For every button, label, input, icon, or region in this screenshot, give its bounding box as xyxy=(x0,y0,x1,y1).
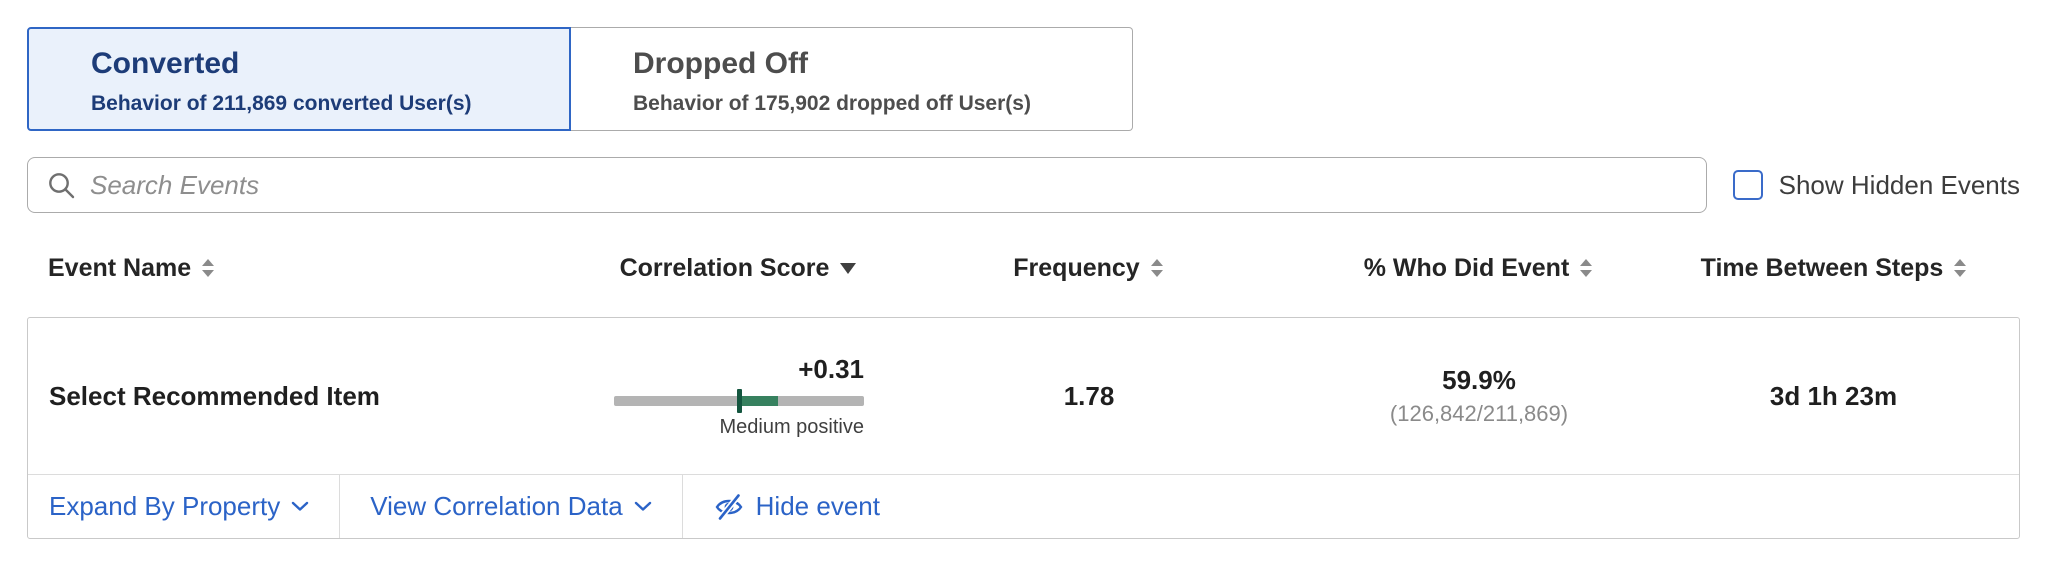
header-time-between-steps[interactable]: Time Between Steps xyxy=(1668,250,1999,286)
search-icon xyxy=(49,173,75,199)
eye-off-icon xyxy=(715,493,743,520)
time-between-steps-cell: 3d 1h 23m xyxy=(1669,318,1998,474)
show-hidden-label: Show Hidden Events xyxy=(1778,169,2020,200)
chevron-down-icon xyxy=(292,501,309,511)
expand-by-property-button[interactable]: Expand By Property xyxy=(28,475,339,538)
tab-dropped-off[interactable]: Dropped Off Behavior of 175,902 dropped … xyxy=(571,27,1133,131)
sort-icon[interactable] xyxy=(1954,259,1967,277)
header-event-name-label: Event Name xyxy=(48,253,192,282)
search-events-box xyxy=(27,157,1707,213)
event-row-card: Select Recommended Item +0.31 Medium pos… xyxy=(27,317,2020,539)
expand-by-property-label: Expand By Property xyxy=(49,491,281,521)
header-frequency-label: Frequency xyxy=(1013,253,1140,282)
correlation-fill xyxy=(739,395,778,406)
header-time-between-steps-label: Time Between Steps xyxy=(1700,253,1944,282)
pct-who-did-value: 59.9% xyxy=(1442,365,1516,395)
chevron-down-icon xyxy=(634,501,651,511)
table-header-row: Event Name Correlation Score Frequency %… xyxy=(27,250,2020,286)
sort-desc-icon[interactable] xyxy=(840,262,857,274)
table-row: Select Recommended Item +0.31 Medium pos… xyxy=(28,318,2019,474)
correlation-gauge: +0.31 Medium positive xyxy=(614,354,864,439)
correlation-tick xyxy=(737,388,742,413)
correlation-score-cell: +0.31 Medium positive xyxy=(589,318,889,474)
header-pct-who-did-event-label: % Who Did Event xyxy=(1363,253,1570,282)
show-hidden-checkbox[interactable] xyxy=(1732,170,1763,200)
sort-icon[interactable] xyxy=(1580,259,1593,277)
pct-who-did-event-cell: 59.9% (126,842/211,869) xyxy=(1289,318,1669,474)
tab-converted[interactable]: Converted Behavior of 211,869 converted … xyxy=(27,27,571,131)
header-frequency[interactable]: Frequency xyxy=(888,250,1288,286)
correlation-analysis-panel: Converted Behavior of 211,869 converted … xyxy=(0,27,2048,565)
header-pct-who-did-event[interactable]: % Who Did Event xyxy=(1288,250,1668,286)
correlation-strength-label: Medium positive xyxy=(719,415,864,438)
event-name-cell: Select Recommended Item xyxy=(49,318,589,474)
sort-icon[interactable] xyxy=(1150,259,1163,277)
correlation-bar xyxy=(614,388,864,413)
header-correlation-score[interactable]: Correlation Score xyxy=(588,250,888,286)
search-input[interactable] xyxy=(90,169,1688,201)
hide-event-button[interactable]: Hide event xyxy=(683,475,910,538)
header-event-name[interactable]: Event Name xyxy=(48,250,588,286)
view-correlation-data-button[interactable]: View Correlation Data xyxy=(340,475,681,538)
tab-converted-title: Converted xyxy=(91,47,240,80)
header-correlation-score-label: Correlation Score xyxy=(619,253,830,282)
tab-dropped-off-subtitle: Behavior of 175,902 dropped off User(s) xyxy=(633,92,1031,115)
frequency-cell: 1.78 xyxy=(889,318,1289,474)
divider xyxy=(339,475,341,538)
converted-droppedoff-tabs: Converted Behavior of 211,869 converted … xyxy=(27,27,2020,131)
pct-who-did-detail: (126,842/211,869) xyxy=(1389,401,1569,426)
hide-event-label: Hide event xyxy=(755,491,880,521)
correlation-value: +0.31 xyxy=(798,353,864,384)
divider xyxy=(681,475,683,538)
frequency-value: 1.78 xyxy=(1063,380,1115,411)
search-row: Show Hidden Events xyxy=(27,157,2020,213)
tab-dropped-off-title: Dropped Off xyxy=(633,47,808,80)
view-correlation-data-label: View Correlation Data xyxy=(370,491,623,521)
show-hidden-events-toggle[interactable]: Show Hidden Events xyxy=(1732,169,2020,201)
event-name: Select Recommended Item xyxy=(49,380,380,411)
time-between-steps-value: 3d 1h 23m xyxy=(1769,380,1898,411)
sort-icon[interactable] xyxy=(202,259,215,277)
row-actions: Expand By Property View Correlation Data xyxy=(28,474,2019,538)
tab-converted-subtitle: Behavior of 211,869 converted User(s) xyxy=(91,92,472,115)
